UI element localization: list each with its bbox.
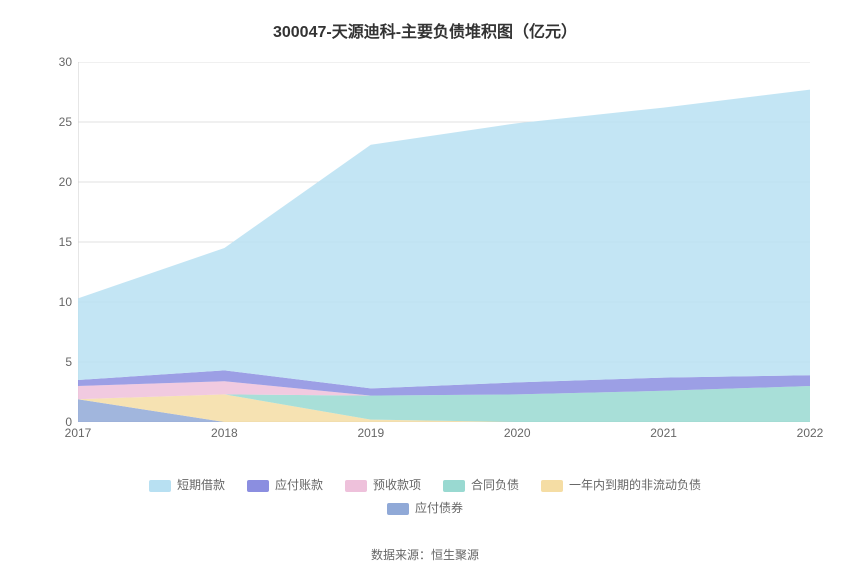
legend-swatch bbox=[345, 480, 367, 492]
legend-label: 预收款项 bbox=[373, 474, 421, 497]
y-tick-label: 10 bbox=[59, 295, 72, 309]
x-tick-label: 2020 bbox=[504, 426, 531, 440]
legend-label: 应付账款 bbox=[275, 474, 323, 497]
x-tick-label: 2018 bbox=[211, 426, 238, 440]
chart-svg bbox=[78, 62, 810, 422]
legend-swatch bbox=[387, 503, 409, 515]
legend-label: 短期借款 bbox=[177, 474, 225, 497]
y-tick-label: 5 bbox=[65, 355, 72, 369]
x-axis: 201720182019202020212022 bbox=[78, 422, 810, 442]
plot-area bbox=[78, 62, 810, 422]
x-tick-label: 2019 bbox=[357, 426, 384, 440]
legend-label: 合同负债 bbox=[471, 474, 519, 497]
legend-label: 应付债券 bbox=[415, 497, 463, 520]
legend-swatch bbox=[541, 480, 563, 492]
y-tick-label: 25 bbox=[59, 115, 72, 129]
legend-item[interactable]: 预收款项 bbox=[345, 474, 421, 497]
chart-container: 300047-天源迪科-主要负债堆积图（亿元） 051015202530 201… bbox=[0, 0, 850, 575]
legend-item[interactable]: 短期借款 bbox=[149, 474, 225, 497]
legend-item[interactable]: 应付债券 bbox=[387, 497, 463, 520]
legend-label: 一年内到期的非流动负债 bbox=[569, 474, 701, 497]
legend-swatch bbox=[247, 480, 269, 492]
x-tick-label: 2022 bbox=[797, 426, 824, 440]
x-tick-label: 2017 bbox=[65, 426, 92, 440]
legend: 短期借款 应付账款 预收款项 合同负债 一年内到期的非流动负债应付债券 bbox=[0, 474, 850, 520]
legend-item[interactable]: 合同负债 bbox=[443, 474, 519, 497]
legend-item[interactable]: 应付账款 bbox=[247, 474, 323, 497]
area-series bbox=[78, 90, 810, 389]
plot-wrap: 051015202530 201720182019202020212022 bbox=[40, 62, 810, 462]
chart-title: 300047-天源迪科-主要负债堆积图（亿元） bbox=[40, 18, 810, 42]
y-axis: 051015202530 bbox=[40, 62, 78, 422]
legend-item[interactable]: 一年内到期的非流动负债 bbox=[541, 474, 701, 497]
y-tick-label: 20 bbox=[59, 175, 72, 189]
data-source: 数据来源：恒生聚源 bbox=[0, 546, 850, 563]
y-tick-label: 30 bbox=[59, 55, 72, 69]
legend-swatch bbox=[443, 480, 465, 492]
legend-swatch bbox=[149, 480, 171, 492]
y-tick-label: 15 bbox=[59, 235, 72, 249]
x-tick-label: 2021 bbox=[650, 426, 677, 440]
